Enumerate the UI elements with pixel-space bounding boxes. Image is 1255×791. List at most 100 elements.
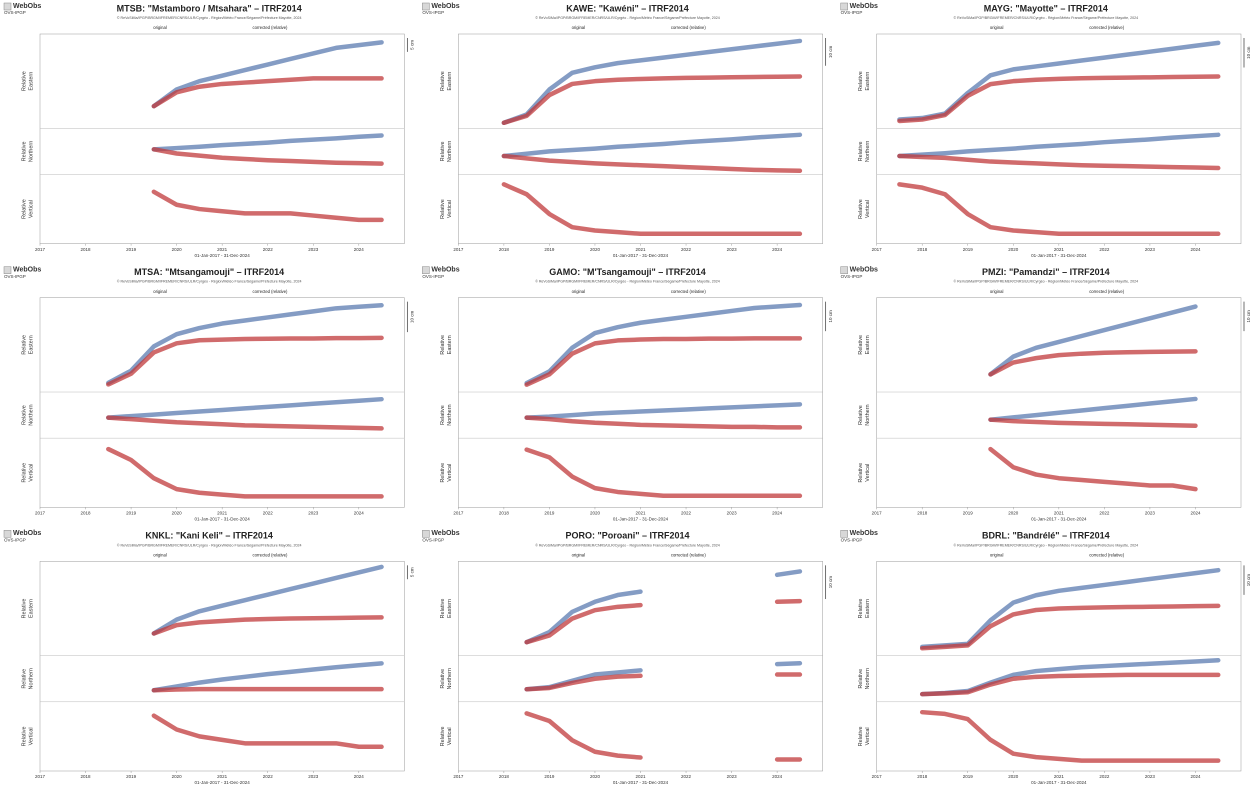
x-tick-label: 2023 xyxy=(727,774,738,779)
y-axis-label: Eastern xyxy=(865,599,871,618)
series-line xyxy=(524,447,803,499)
x-tick-label: 2019 xyxy=(126,247,137,252)
y-axis-label: Relative xyxy=(858,726,864,746)
y-axis-label: Eastern xyxy=(28,335,34,354)
x-tick-label: 2020 xyxy=(172,511,183,516)
y-axis-label: Relative xyxy=(21,335,27,355)
y-axis-label: Vertical xyxy=(28,727,34,745)
y-axis-label: Vertical xyxy=(865,464,871,482)
x-tick-label: 2017 xyxy=(35,247,46,252)
legend-label: original xyxy=(572,25,586,30)
legend-label: corrected (relative) xyxy=(1089,552,1125,557)
scale-label: 5 cm xyxy=(410,40,415,50)
plot-frame xyxy=(876,297,1242,508)
subtitle: © ReVoSiMa/IPGP/BRGM/IFREMER/CNRS/ULR/Cy… xyxy=(954,280,1139,284)
x-tick-label: 2020 xyxy=(1008,774,1019,779)
series-line xyxy=(524,711,803,762)
x-tick-label: 2018 xyxy=(81,511,92,516)
x-tick-label: 2020 xyxy=(590,774,601,779)
x-tick-label: 2020 xyxy=(172,774,183,779)
chart-title: GAMO: "M'Tsangamouji" – ITRF2014 xyxy=(549,267,706,277)
legend-label: original xyxy=(990,289,1004,294)
logo-sub: OVS-IPGP xyxy=(4,10,26,15)
series-line xyxy=(897,74,1221,124)
series-line xyxy=(524,598,803,645)
legend-label: corrected (relative) xyxy=(253,552,289,557)
y-axis-label: Eastern xyxy=(865,72,871,91)
x-tick-label: 2020 xyxy=(590,247,601,252)
y-axis-label: Relative xyxy=(858,599,864,619)
chart-title: MAYG: "Mayotte" – ITRF2014 xyxy=(984,3,1108,13)
series-line xyxy=(919,709,1221,763)
y-axis-label: Relative xyxy=(440,726,446,746)
x-tick-label: 2017 xyxy=(872,511,883,516)
x-tick-label: 2019 xyxy=(126,511,137,516)
legend-label: original xyxy=(990,552,1004,557)
series-line xyxy=(151,564,384,636)
logo: WebObs xyxy=(13,267,41,274)
series-line xyxy=(151,40,384,109)
x-tick-label: 2017 xyxy=(35,511,46,516)
y-axis-label: Relative xyxy=(21,199,27,219)
logo-box xyxy=(422,266,430,274)
y-axis-label: Relative xyxy=(858,141,864,161)
x-tick-label: 2017 xyxy=(872,247,883,252)
y-axis-label: Northern xyxy=(28,404,34,425)
x-tick-label: 2023 xyxy=(727,511,738,516)
x-axis-label: 01-Jan-2017 - 31-Dec-2024 xyxy=(613,253,669,258)
x-axis-label: 01-Jan-2017 - 31-Dec-2024 xyxy=(195,780,251,785)
y-axis-label: Relative xyxy=(21,141,27,161)
series-line xyxy=(919,603,1221,651)
y-axis-label: Relative xyxy=(440,463,446,483)
series-line xyxy=(524,569,803,645)
y-axis-label: Vertical xyxy=(447,727,453,745)
x-tick-label: 2017 xyxy=(453,511,464,516)
subtitle: © ReVoSiMa/IPGP/BRGM/IFREMER/CNRS/ULR/Cy… xyxy=(117,16,302,20)
logo-box xyxy=(3,2,12,11)
legend-label: corrected (relative) xyxy=(671,25,707,30)
x-tick-label: 2020 xyxy=(1008,247,1019,252)
scale-label: 10 cm xyxy=(1246,310,1251,323)
subtitle: © ReVoSiMa/IPGP/BRGM/IFREMER/CNRS/ULR/Cy… xyxy=(535,16,720,20)
series-line xyxy=(524,415,803,430)
x-tick-label: 2020 xyxy=(172,247,183,252)
y-axis-label: Relative xyxy=(21,726,27,746)
x-axis-label: 01-Jan-2017 - 31-Dec-2024 xyxy=(613,517,669,522)
x-tick-label: 2021 xyxy=(635,511,646,516)
x-tick-label: 2019 xyxy=(963,511,974,516)
y-axis-label: Relative xyxy=(858,71,864,91)
x-tick-label: 2021 xyxy=(217,511,228,516)
legend-label: original xyxy=(572,552,586,557)
y-axis-label: Relative xyxy=(21,71,27,91)
x-tick-label: 2019 xyxy=(963,774,974,779)
x-tick-label: 2022 xyxy=(681,511,692,516)
series-line xyxy=(151,686,384,693)
x-tick-label: 2019 xyxy=(544,774,555,779)
y-axis-label: Relative xyxy=(440,199,446,219)
x-tick-label: 2021 xyxy=(217,774,228,779)
y-axis-label: Northern xyxy=(865,668,871,689)
x-axis-label: 01-Jan-2017 - 31-Dec-2024 xyxy=(195,253,251,258)
subtitle: © ReVoSiMa/IPGP/BRGM/IFREMER/CNRS/ULR/Cy… xyxy=(117,543,302,547)
logo-box xyxy=(422,530,430,538)
x-tick-label: 2024 xyxy=(354,511,365,516)
y-axis-label: Eastern xyxy=(447,72,453,91)
y-axis-label: Northern xyxy=(447,404,453,425)
series-line xyxy=(501,38,803,126)
x-tick-label: 2018 xyxy=(81,774,92,779)
y-axis-label: Northern xyxy=(865,404,871,425)
y-axis-label: Relative xyxy=(858,335,864,355)
scale-label: 10 cm xyxy=(1246,46,1251,59)
logo: WebObs xyxy=(13,530,41,537)
x-tick-label: 2019 xyxy=(963,247,974,252)
logo-box xyxy=(840,2,848,11)
chart-title: PMZI: "Pamandzi" – ITRF2014 xyxy=(982,267,1110,277)
x-tick-label: 2022 xyxy=(263,774,274,779)
y-axis-label: Relative xyxy=(858,405,864,425)
y-axis-label: Vertical xyxy=(447,200,453,218)
logo: WebObs xyxy=(850,3,878,10)
chart-title: KNKL: "Kani Keli" – ITRF2014 xyxy=(145,531,273,541)
